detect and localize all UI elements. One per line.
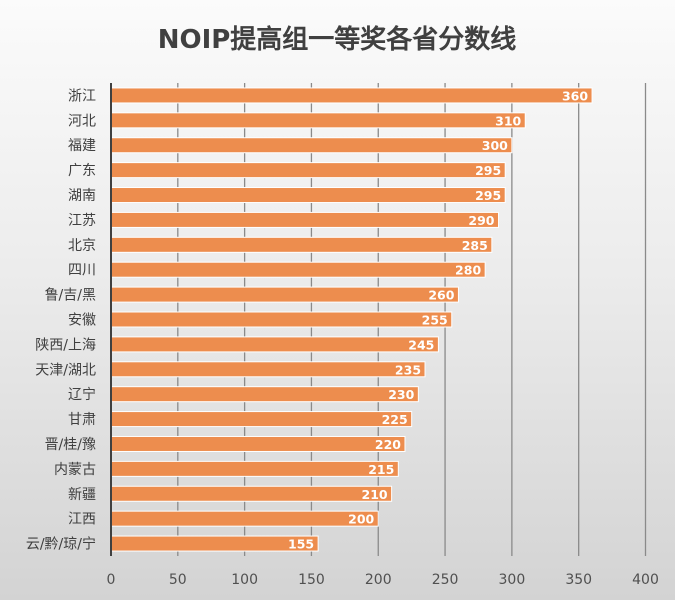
bar <box>110 485 393 502</box>
bar <box>110 435 406 452</box>
data-label: 295 <box>475 188 501 203</box>
category-label: 内蒙古 <box>54 462 96 478</box>
data-label: 300 <box>482 138 508 153</box>
category-label: 北京 <box>68 238 96 254</box>
data-label: 360 <box>562 88 588 103</box>
bar <box>110 162 506 179</box>
bar <box>110 261 486 278</box>
data-label: 200 <box>348 512 374 527</box>
x-tick-label: 300 <box>499 572 526 588</box>
bar <box>110 411 413 428</box>
x-tick-label: 50 <box>169 572 187 588</box>
x-tick-label: 150 <box>298 572 325 588</box>
category-label: 云/黔/琼/宁 <box>26 536 96 553</box>
bar <box>110 87 593 104</box>
bar <box>110 336 439 353</box>
chart-title: NOIP提高组一等奖各省分数线 <box>158 24 517 55</box>
data-label: 155 <box>288 537 314 552</box>
bar <box>110 386 419 403</box>
bar <box>110 112 526 129</box>
bar <box>110 311 453 328</box>
category-label: 江西 <box>68 512 96 528</box>
data-label: 260 <box>428 288 454 303</box>
category-label: 陕西/上海 <box>35 337 96 353</box>
category-label: 江苏 <box>68 213 96 229</box>
bar <box>110 236 493 253</box>
data-label: 310 <box>495 113 521 128</box>
category-label: 广东 <box>68 163 96 179</box>
bar <box>110 361 426 378</box>
data-label: 295 <box>475 163 501 178</box>
bar <box>110 460 399 477</box>
x-tick-label: 100 <box>231 572 258 588</box>
category-label: 四川 <box>68 263 96 279</box>
bar <box>110 286 459 303</box>
x-tick-label: 250 <box>432 572 459 588</box>
x-tick-label: 400 <box>632 572 659 588</box>
category-label: 安徽 <box>68 313 96 329</box>
data-label: 285 <box>462 238 488 253</box>
data-label: 225 <box>382 412 408 427</box>
category-label: 辽宁 <box>68 386 96 403</box>
category-label: 河北 <box>68 113 96 129</box>
data-label: 290 <box>468 213 494 228</box>
category-label: 天津/湖北 <box>35 362 96 378</box>
category-label: 湖南 <box>68 188 96 204</box>
bar <box>110 137 513 154</box>
x-tick-label: 350 <box>565 572 592 588</box>
x-tick-label: 0 <box>107 572 116 588</box>
category-label: 晋/桂/豫 <box>45 437 96 453</box>
data-label: 245 <box>408 337 434 352</box>
x-tick-label: 200 <box>365 572 392 588</box>
data-label: 255 <box>422 313 448 328</box>
category-label: 浙江 <box>68 88 96 104</box>
data-label: 210 <box>362 487 388 502</box>
category-label: 新疆 <box>68 487 96 503</box>
data-label: 215 <box>368 462 394 477</box>
category-label: 福建 <box>68 138 96 154</box>
category-label: 鲁/吉/黑 <box>45 288 96 304</box>
category-label: 甘肃 <box>68 412 96 428</box>
bar <box>110 187 506 204</box>
data-label: 220 <box>375 437 401 452</box>
bar <box>110 211 500 228</box>
data-label: 230 <box>388 387 414 402</box>
data-label: 235 <box>395 362 421 377</box>
bar <box>110 510 379 527</box>
data-label: 280 <box>455 263 481 278</box>
